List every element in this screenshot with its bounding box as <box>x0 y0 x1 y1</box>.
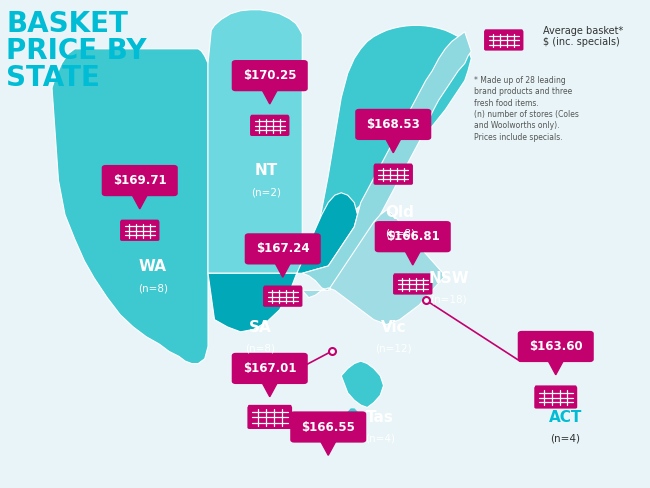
Text: $168.53: $168.53 <box>367 118 420 131</box>
Text: $163.60: $163.60 <box>529 340 582 353</box>
Text: Tas: Tas <box>367 410 394 425</box>
FancyBboxPatch shape <box>535 386 577 389</box>
Text: (n=8): (n=8) <box>385 228 415 238</box>
Polygon shape <box>302 210 445 325</box>
FancyBboxPatch shape <box>374 164 413 185</box>
Text: Qld: Qld <box>385 205 414 220</box>
Text: $166.55: $166.55 <box>302 421 355 433</box>
Polygon shape <box>547 359 564 375</box>
Polygon shape <box>385 137 402 153</box>
FancyBboxPatch shape <box>120 221 159 241</box>
Text: WA: WA <box>138 259 167 274</box>
FancyBboxPatch shape <box>374 221 451 252</box>
Text: (n=2): (n=2) <box>252 188 281 198</box>
Polygon shape <box>348 409 358 419</box>
FancyBboxPatch shape <box>264 285 302 289</box>
FancyBboxPatch shape <box>374 163 412 167</box>
Text: $167.24: $167.24 <box>256 243 309 255</box>
Text: $169.71: $169.71 <box>113 174 166 187</box>
Polygon shape <box>131 193 148 209</box>
Text: NT: NT <box>255 163 278 179</box>
FancyBboxPatch shape <box>244 233 320 264</box>
FancyBboxPatch shape <box>517 331 594 362</box>
Text: Vic: Vic <box>380 320 406 335</box>
FancyBboxPatch shape <box>231 353 308 384</box>
FancyBboxPatch shape <box>248 405 291 409</box>
Polygon shape <box>274 262 291 277</box>
Polygon shape <box>208 193 358 332</box>
Text: ACT: ACT <box>549 410 582 425</box>
FancyBboxPatch shape <box>485 29 523 33</box>
Text: SA: SA <box>248 320 272 335</box>
Polygon shape <box>302 32 471 290</box>
FancyBboxPatch shape <box>484 30 523 51</box>
Polygon shape <box>208 10 302 273</box>
Text: Average basket*
$ (inc. specials): Average basket* $ (inc. specials) <box>543 26 623 47</box>
Text: (n=12): (n=12) <box>375 343 411 353</box>
Text: BASKET
PRICE BY
STATE: BASKET PRICE BY STATE <box>6 10 147 92</box>
FancyBboxPatch shape <box>263 286 302 307</box>
Polygon shape <box>341 361 383 407</box>
FancyBboxPatch shape <box>393 274 432 295</box>
Polygon shape <box>261 88 278 104</box>
FancyBboxPatch shape <box>121 220 159 224</box>
Polygon shape <box>320 440 337 455</box>
Text: * Made up of 28 leading
brand products and three
fresh food items.
(n) number of: * Made up of 28 leading brand products a… <box>474 76 579 142</box>
FancyBboxPatch shape <box>248 406 292 429</box>
Text: $166.81: $166.81 <box>386 230 439 243</box>
Polygon shape <box>404 249 421 265</box>
Text: (n=8): (n=8) <box>245 343 275 353</box>
FancyBboxPatch shape <box>355 109 432 140</box>
FancyBboxPatch shape <box>534 386 577 408</box>
Polygon shape <box>302 25 471 273</box>
FancyBboxPatch shape <box>101 165 177 196</box>
Polygon shape <box>261 381 278 397</box>
FancyBboxPatch shape <box>251 115 289 119</box>
Text: (n=4): (n=4) <box>551 433 580 443</box>
FancyBboxPatch shape <box>250 116 289 136</box>
Text: $170.25: $170.25 <box>243 69 296 82</box>
FancyBboxPatch shape <box>290 411 367 443</box>
Text: (n=4): (n=4) <box>365 433 395 443</box>
Text: $167.01: $167.01 <box>243 362 296 375</box>
Text: (n=8): (n=8) <box>138 283 168 293</box>
Text: (n=18): (n=18) <box>430 294 467 304</box>
Text: NSW: NSW <box>428 271 469 286</box>
FancyBboxPatch shape <box>394 273 432 277</box>
Polygon shape <box>52 49 208 364</box>
FancyBboxPatch shape <box>231 60 308 91</box>
